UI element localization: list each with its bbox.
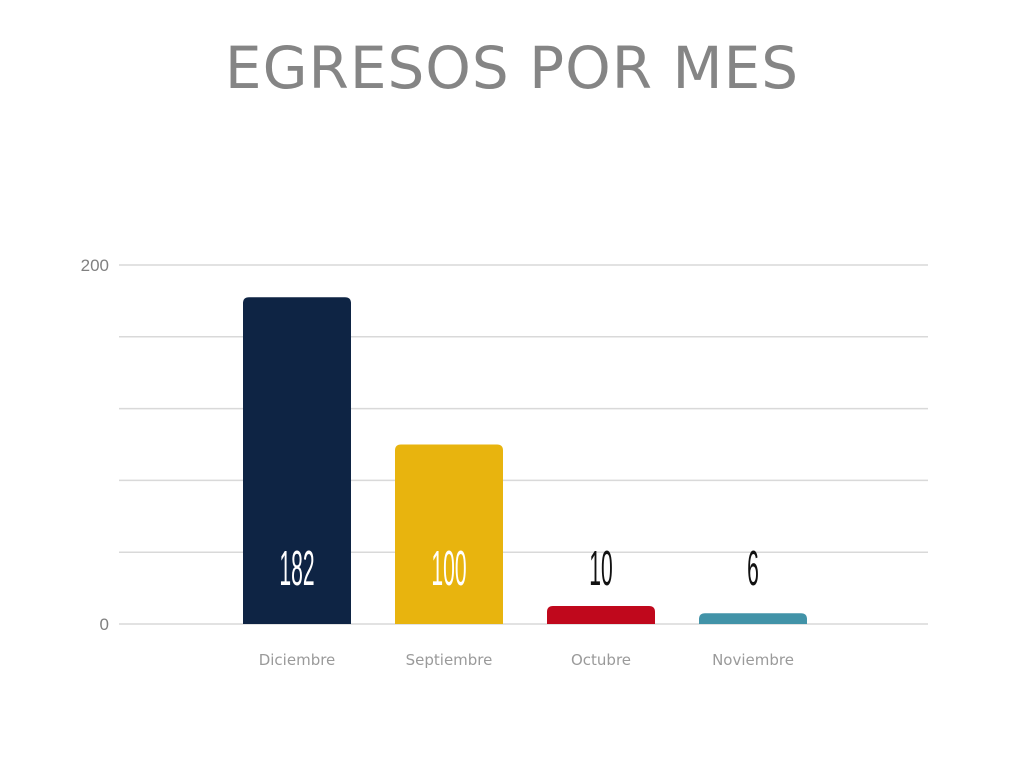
bar-octubre <box>547 606 655 624</box>
value-label-octubre: 10 <box>589 542 612 597</box>
y-tick-label-max: 200 <box>81 256 109 275</box>
chart-title: EGRESOS POR MES <box>225 34 799 102</box>
value-labels: 182 100 10 6 <box>279 542 758 597</box>
gridlines <box>119 264 928 625</box>
bar-diciembre <box>243 297 351 624</box>
category-label-noviembre: Noviembre <box>712 651 794 669</box>
category-label-septiembre: Septiembre <box>406 651 493 669</box>
bar-noviembre <box>699 613 807 624</box>
y-tick-label-zero: 0 <box>100 615 109 634</box>
value-label-noviembre: 6 <box>747 542 759 597</box>
category-label-diciembre: Diciembre <box>259 651 336 669</box>
bar-septiembre <box>395 444 503 624</box>
value-label-septiembre: 100 <box>431 542 466 597</box>
bar-series <box>243 297 807 624</box>
category-axis-labels: Diciembre Septiembre Octubre Noviembre <box>259 651 794 669</box>
category-label-octubre: Octubre <box>571 651 631 669</box>
value-label-diciembre: 182 <box>279 542 314 597</box>
